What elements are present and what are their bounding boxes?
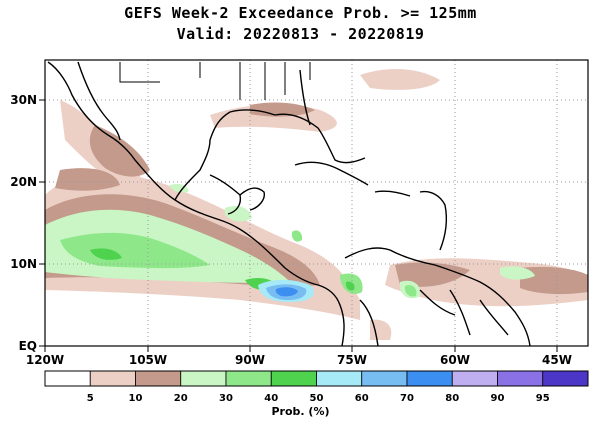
colorbar-swatch (451, 370, 498, 387)
colorbar-swatch (225, 370, 272, 387)
colorbar-swatch (270, 370, 317, 387)
colorbar-tick-label: 10 (128, 393, 143, 404)
colorbar-tick-label: 20 (173, 393, 188, 404)
country-borders (119, 62, 311, 100)
map-valid-dates: Valid: 20220813 - 20220819 (176, 25, 425, 43)
colorbar-swatch (89, 370, 136, 387)
colorbar-tick-label: 90 (490, 393, 505, 404)
lon-label-105w: 105W (129, 353, 167, 367)
colorbar-tick-label: 50 (309, 393, 324, 404)
colorbar-swatch (135, 370, 182, 387)
colorbar-swatch (316, 370, 363, 387)
lat-label-30n: 30N (10, 93, 37, 107)
colorbar-tick-label: 30 (219, 393, 233, 404)
colorbar-title: Prob. (%) (271, 405, 330, 418)
lat-label-20n: 20N (10, 175, 37, 189)
lon-label-120w: 120W (26, 353, 64, 367)
colorbar-swatch (406, 370, 453, 387)
coastline (47, 61, 531, 346)
lat-label-eq: EQ (19, 339, 37, 353)
colorbar-swatch (497, 370, 544, 387)
lat-label-10n: 10N (10, 257, 37, 271)
colorbar-tick-label: 60 (354, 393, 369, 404)
lon-label-90w: 90W (235, 353, 265, 367)
colorbar-swatch (44, 370, 91, 387)
lon-label-75w: 75W (337, 353, 367, 367)
map-title: GEFS Week-2 Exceedance Prob. >= 125mm (124, 4, 477, 22)
colorbar (44, 370, 589, 387)
colorbar-frame (44, 370, 589, 387)
lon-label-60w: 60W (440, 353, 470, 367)
colorbar-tick-label: 70 (400, 393, 414, 404)
lon-label-45w: 45W (542, 353, 572, 367)
colorbar-tick-label: 95 (535, 393, 550, 404)
colorbar-tick-label: 80 (445, 393, 460, 404)
probability-field (45, 60, 588, 346)
colorbar-tick-label: 5 (86, 393, 94, 404)
colorbar-swatch (361, 370, 408, 387)
colorbar-swatch (542, 370, 589, 387)
map-frame (44, 59, 589, 347)
colorbar-tick-label: 40 (264, 393, 279, 404)
colorbar-swatch (180, 370, 227, 387)
